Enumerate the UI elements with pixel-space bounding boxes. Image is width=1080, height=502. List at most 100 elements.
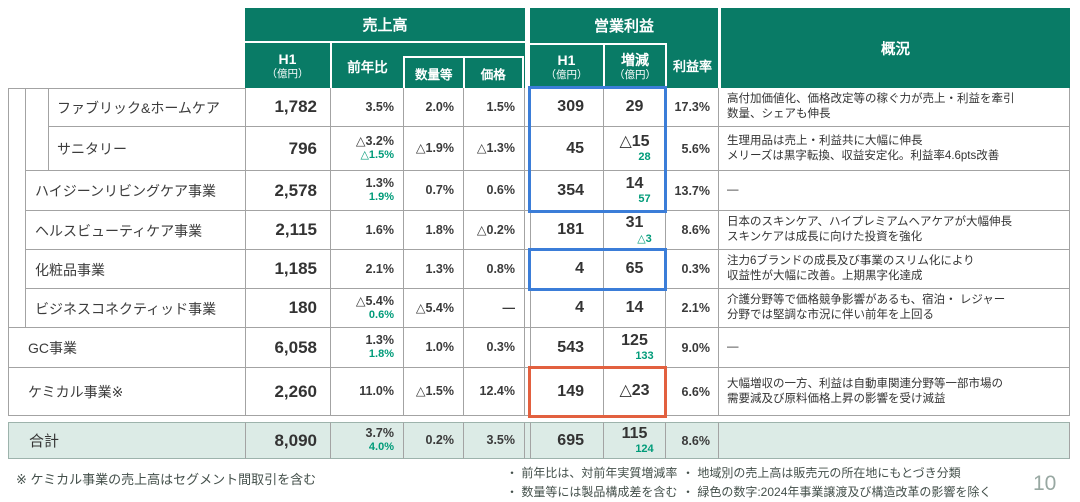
header-yoy: 前年比	[330, 43, 403, 88]
yoy-cell: △5.4% 0.6%	[330, 289, 403, 328]
overview-line: メリーズは黒字転換、収益安定化。利益率4.6pts改善	[727, 149, 1000, 162]
volume-price-box: 数量等 価格	[403, 56, 524, 88]
volume-cell: △1.9%	[403, 127, 463, 171]
volume-cell: △1.5%	[403, 368, 463, 416]
header-overview: 概況	[718, 8, 1070, 88]
volume-cell: 1.3%	[403, 250, 463, 289]
change-cell: 65	[603, 250, 665, 289]
gap-cell	[525, 127, 530, 171]
change-green-value: 57	[638, 193, 651, 206]
overview-line: 介護分野等で価格競争影響があるも、宿泊・ レジャー	[727, 294, 1006, 307]
profit-h1-cell: 543	[530, 328, 603, 368]
volume-cell: 1.0%	[403, 328, 463, 368]
overview-line: スキンケアは成長に向けた投資を強化	[727, 231, 923, 243]
footnote-chemical: ※ ケミカル事業の売上高はセグメント間取引を含む	[16, 472, 317, 487]
header-sales-h1-line2: （億円）	[266, 67, 309, 80]
volume-value: 0.7%	[425, 183, 455, 197]
volume-cell: △5.4%	[403, 289, 463, 328]
sales-h1-cell: 796	[245, 127, 330, 171]
segment-label: ビジネスコネクティッド事業	[8, 289, 245, 328]
total-sales-h1: 8,090	[245, 422, 330, 459]
price-value: 0.3%	[486, 340, 516, 354]
sales-h1-cell: 2,260	[245, 368, 330, 416]
header-sales-h1-line1: H1	[278, 51, 297, 68]
change-cell: 29	[603, 88, 665, 127]
overview-cell: —	[718, 328, 1070, 368]
price-value: 0.6%	[486, 183, 516, 197]
profit-h1-cell: 149	[530, 368, 603, 416]
header-profit-h1: H1 （億円）	[530, 43, 603, 88]
volume-value: 1.8%	[425, 222, 455, 237]
total-price-value: 3.5%	[486, 433, 516, 447]
gap-cell	[525, 289, 530, 328]
total-volume: 0.2%	[403, 422, 463, 459]
header-margin: 利益率	[665, 43, 718, 88]
header-volume: 数量等	[414, 67, 453, 82]
label-separator	[25, 288, 245, 289]
yoy-cell: △3.2% △1.5%	[330, 127, 403, 171]
segment-label: ヘルスビューティケア事業	[8, 211, 245, 250]
sales-h1-cell: 1,782	[245, 88, 330, 127]
segment-label: ケミカル事業※	[8, 368, 245, 416]
overview-cell: 生理用品は売上・利益共に大幅に伸長 メリーズは黒字転換、収益安定化。利益率4.6p…	[718, 127, 1070, 171]
sales-h1-cell: 6,058	[245, 328, 330, 368]
footnote-yoy: ・ 前年比は、対前年実質増減率	[506, 466, 678, 480]
yoy-cell: 1.6%	[330, 211, 403, 250]
overview-line: —	[727, 341, 739, 354]
total-overview	[718, 422, 1070, 459]
overview-line: 収益性が大幅に改善。上期黒字化達成	[727, 270, 923, 282]
yoy-value: 1.3%	[365, 176, 395, 191]
volume-cell: 0.7%	[403, 171, 463, 211]
price-cell: △0.2%	[463, 211, 525, 250]
price-value: △0.2%	[476, 222, 515, 237]
overview-line: 数量、シェアも伸長	[727, 108, 831, 120]
yoy-value: 1.3%	[365, 333, 395, 348]
footnote-green-numbers: ・ 緑色の数字:2024年事業譲渡及び構造改革の影響を除く	[682, 484, 992, 499]
change-cell: 31 △3	[603, 211, 665, 250]
price-cell: △1.3%	[463, 127, 525, 171]
overview-cell: 注力6ブランドの成長及び事業のスリム化により 収益性が大幅に改善。上期黒字化達成	[718, 250, 1070, 289]
total-yoy-value: 3.7%	[365, 426, 395, 441]
total-row-label: 合計	[8, 422, 245, 459]
change-cell: 14	[603, 289, 665, 328]
profit-h1-cell: 354	[530, 171, 603, 211]
label-separator	[25, 170, 245, 171]
label-separator	[8, 415, 245, 416]
header-change: 増減 （億円）	[603, 43, 665, 88]
yoy-cell: 2.1%	[330, 250, 403, 289]
margin-cell: 6.6%	[665, 368, 718, 416]
change-value: 65	[625, 259, 644, 277]
segment-label-text: ハイジーンリビングケア事業	[35, 183, 217, 199]
overview-cell: 日本のスキンケア、ハイプレミアムヘアケアが大幅伸長 スキンケアは成長に向けた投資を…	[718, 211, 1070, 250]
overview-cell: 大幅増収の一方、利益は自動車関連分野等一部市場の 需要減及び原料価格上昇の影響を受…	[718, 368, 1070, 416]
price-value: 0.8%	[486, 261, 516, 276]
change-cell: 125 133	[603, 328, 665, 368]
profit-h1-cell: 45	[530, 127, 603, 171]
overview-cell: 介護分野等で価格競争影響があるも、宿泊・ レジャー 分野では堅調な市況に伴い前年を…	[718, 289, 1070, 328]
label-separator	[25, 210, 245, 211]
gap-cell	[525, 368, 530, 416]
profit-h1-cell: 4	[530, 250, 603, 289]
overview-cell: —	[718, 171, 1070, 211]
price-value: 1.5%	[486, 99, 516, 114]
yoy-cell: 11.0%	[330, 368, 403, 416]
price-cell: 0.3%	[463, 328, 525, 368]
volume-value: △1.9%	[415, 141, 454, 155]
margin-cell: 8.6%	[665, 211, 718, 250]
header-profit-h1-line2: （億円）	[545, 68, 588, 81]
yoy-value: 1.6%	[365, 222, 395, 237]
total-price: 3.5%	[463, 422, 525, 459]
segment-label-text: サニタリー	[57, 141, 127, 157]
change-value: 29	[625, 97, 644, 115]
price-value: —	[502, 300, 516, 315]
segment-label: ハイジーンリビングケア事業	[8, 171, 245, 211]
header-volume-price-group: 数量等 価格	[403, 43, 525, 88]
yoy-value: △3.2%	[355, 134, 394, 149]
overview-line: 高付加価値化、価格改定等の稼ぐ力が売上・利益を牽引	[727, 93, 1015, 106]
overview-line: —	[727, 184, 739, 197]
overview-cell: 高付加価値化、価格改定等の稼ぐ力が売上・利益を牽引 数量、シェアも伸長	[718, 88, 1070, 127]
yoy-green-value: 1.8%	[368, 348, 394, 361]
change-value: 125	[621, 331, 648, 349]
margin-cell: 5.6%	[665, 127, 718, 171]
